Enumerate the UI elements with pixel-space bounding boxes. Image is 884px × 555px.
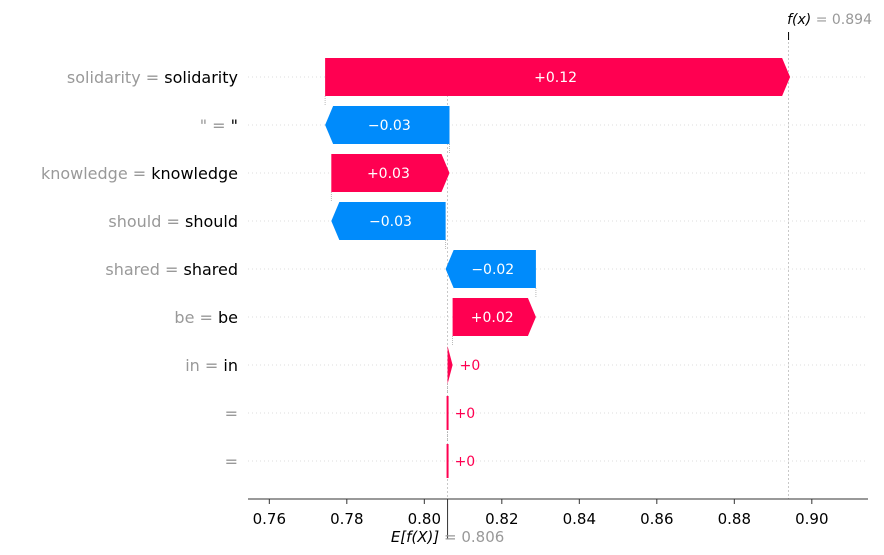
- output-value-number: = 0.894: [816, 12, 872, 28]
- x-tick-label: 0.82: [485, 510, 518, 528]
- contribution-bar: [447, 346, 453, 384]
- contribution-label: +0: [460, 358, 481, 374]
- feature-label: should = should: [108, 212, 238, 231]
- feature-label: =: [225, 404, 238, 423]
- feature-value: be: [218, 308, 238, 327]
- feature-name: =: [225, 404, 238, 423]
- feature-name: knowledge =: [41, 164, 151, 183]
- x-tick-label: 0.76: [253, 510, 286, 528]
- feature-name: =: [225, 452, 238, 471]
- contribution-label: +0.03: [367, 166, 410, 182]
- feature-label: solidarity = solidarity: [67, 68, 238, 87]
- x-tick-label: 0.80: [408, 510, 441, 528]
- contribution-label: +0.12: [534, 70, 577, 86]
- feature-value: knowledge: [151, 164, 238, 183]
- feature-value: ": [231, 116, 238, 135]
- contribution-label: −0.03: [368, 118, 411, 134]
- contribution-bar: [445, 250, 536, 288]
- contribution-bar: [325, 106, 450, 144]
- contribution-bar: [331, 154, 450, 192]
- feature-name: should =: [108, 212, 185, 231]
- feature-name: be =: [174, 308, 218, 327]
- base-value-annotation: E[f(X)] = 0.806: [391, 528, 505, 546]
- contribution-label: −0.03: [369, 214, 412, 230]
- x-tick-label: 0.88: [718, 510, 751, 528]
- feature-value: in: [223, 356, 238, 375]
- feature-label: in = in: [185, 356, 238, 375]
- contribution-label: +0: [455, 406, 476, 422]
- output-value-annotation: f(x) = 0.894: [787, 12, 872, 28]
- contribution-bar: [331, 202, 446, 240]
- feature-label: =: [225, 452, 238, 471]
- feature-label: " = ": [200, 116, 238, 135]
- feature-value: shared: [183, 260, 238, 279]
- feature-label: be = be: [174, 308, 238, 327]
- base-value-label: E[f(X)]: [391, 528, 444, 546]
- feature-name: shared =: [105, 260, 183, 279]
- x-tick-label: 0.84: [563, 510, 596, 528]
- feature-value: solidarity: [164, 68, 238, 87]
- feature-name: in =: [185, 356, 223, 375]
- feature-name: solidarity =: [67, 68, 164, 87]
- contribution-label: −0.02: [471, 262, 514, 278]
- feature-label: knowledge = knowledge: [41, 164, 238, 183]
- feature-value: should: [185, 212, 238, 231]
- contribution-label: +0: [455, 454, 476, 470]
- contribution-bar: [325, 58, 791, 96]
- feature-label: shared = shared: [105, 260, 238, 279]
- contribution-bar: [452, 298, 536, 336]
- base-value-number: = 0.806: [444, 528, 504, 546]
- x-tick-label: 0.78: [330, 510, 363, 528]
- output-value-label: f(x): [787, 12, 816, 28]
- contribution-label: +0.02: [471, 310, 514, 326]
- x-tick-label: 0.86: [640, 510, 673, 528]
- x-tick-label: 0.90: [795, 510, 828, 528]
- feature-name: " =: [200, 116, 231, 135]
